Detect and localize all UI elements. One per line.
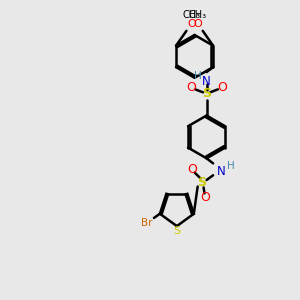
Text: S: S	[198, 176, 207, 190]
Text: O: O	[187, 163, 197, 176]
Text: O: O	[193, 19, 202, 29]
Text: N: N	[217, 165, 226, 178]
Text: O: O	[186, 81, 196, 94]
Text: N: N	[202, 74, 211, 88]
Text: CH₃: CH₃	[188, 11, 206, 20]
Text: H: H	[194, 71, 202, 81]
Text: Br: Br	[141, 218, 152, 228]
Text: S: S	[173, 226, 180, 236]
Text: O: O	[188, 19, 196, 29]
Text: H: H	[227, 161, 235, 171]
Text: S: S	[202, 87, 211, 100]
Text: CH₃: CH₃	[183, 11, 201, 20]
Text: O: O	[217, 81, 227, 94]
Text: O: O	[201, 191, 211, 204]
